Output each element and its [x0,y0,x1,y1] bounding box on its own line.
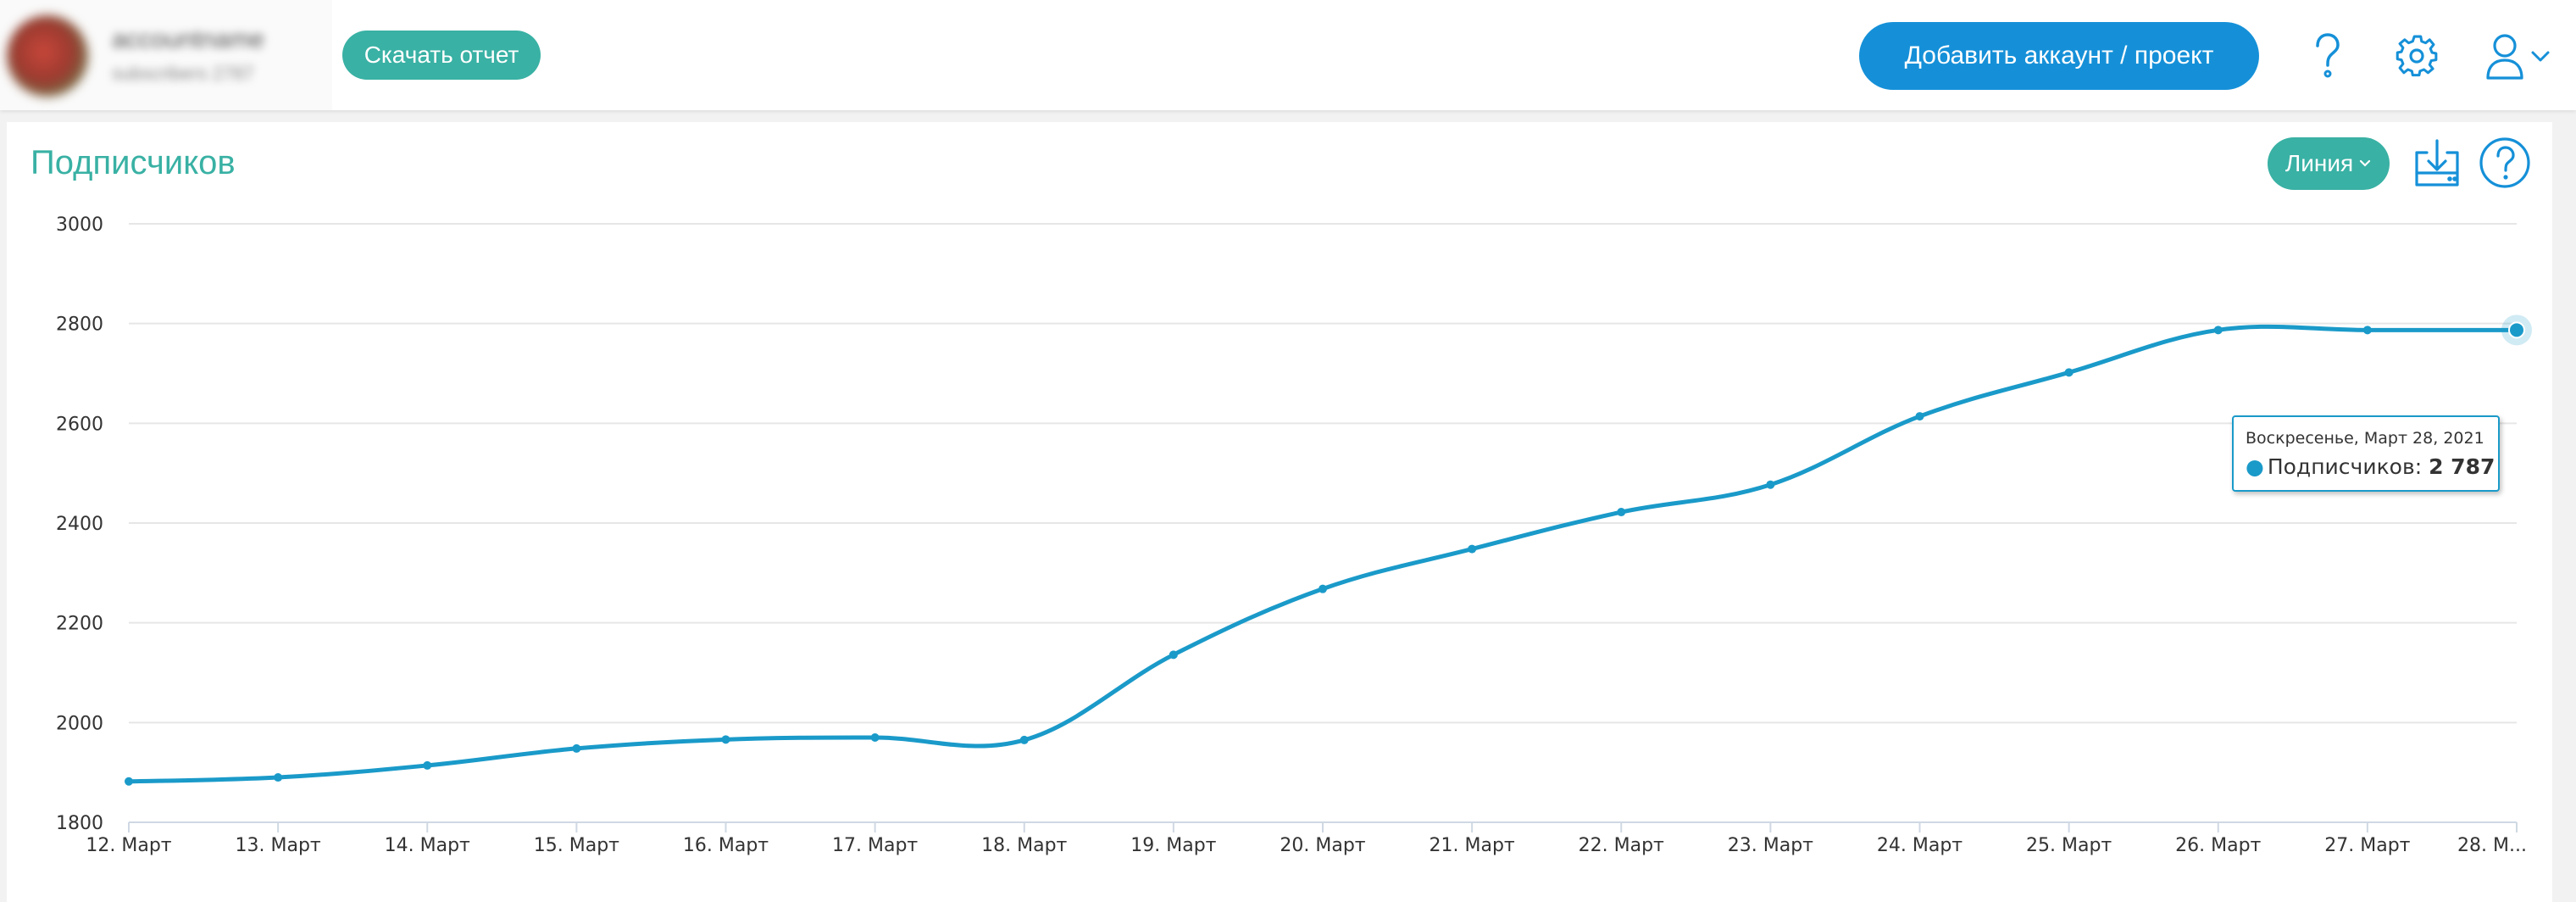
x-tick-label: 13. Март [236,835,321,856]
x-tick-label: 17. Март [832,835,918,856]
data-point[interactable] [2508,321,2525,339]
x-tick-label: 25. Март [2026,835,2112,856]
data-point[interactable] [2362,326,2372,335]
gear-icon[interactable] [2391,29,2442,83]
tooltip-date: Воскресенье, Март 28, 2021 [2246,429,2484,448]
x-tick-label: 24. Март [1877,835,1963,856]
user-icon[interactable] [2483,29,2529,83]
data-point[interactable] [274,773,283,782]
data-point[interactable] [1319,584,1327,593]
account-subtitle: subscribers 2787 [112,63,254,84]
x-tick-label: 26. Март [2175,835,2261,856]
x-tick-label: 23. Март [1728,835,1813,856]
data-point[interactable] [1468,544,1477,554]
top-bar: accountname subscribers 2787 Скачать отч… [0,0,2576,110]
data-point[interactable] [2064,368,2074,377]
download-report-button[interactable]: Скачать отчет [342,31,541,80]
card-title: Подписчиков [31,144,236,181]
x-tick-label: 20. Март [1280,835,1365,856]
x-tick-label: 27. Март [2324,835,2410,856]
account-switcher[interactable]: accountname subscribers 2787 [0,0,332,110]
y-tick-label: 1800 [56,813,103,834]
download-icon[interactable] [2410,136,2464,190]
data-point[interactable] [721,735,730,744]
y-tick-label: 2600 [56,414,103,435]
data-point[interactable] [1169,650,1178,660]
data-point[interactable] [870,732,880,742]
tooltip-value: 2 787 [2429,454,2496,479]
y-tick-label: 3000 [56,214,103,236]
chart-type-label: Линия [2285,150,2354,176]
x-tick-label: 22. Март [1579,835,1664,856]
data-point[interactable] [125,777,133,786]
subscribers-card: Подписчиков Линия 1800 2000 2200 2 [7,122,2552,902]
data-point[interactable] [1766,480,1775,489]
data-point[interactable] [1019,735,1029,744]
tooltip-row: ● Подписчиков: 2 787 [2246,454,2495,479]
x-tick-label: 12. Март [86,835,171,856]
account-name: accountname [112,25,265,53]
x-tick-label: 21. Март [1430,835,1515,856]
y-tick-label: 2400 [56,514,103,535]
x-tick-label: 15. Март [534,835,619,856]
chevron-down-icon[interactable] [2529,29,2554,83]
x-tick-label: 19. Март [1130,835,1216,856]
y-tick-label: 2200 [56,614,103,635]
x-tick-label: 14. Март [385,835,470,856]
data-point[interactable] [2213,326,2223,335]
data-point[interactable] [1617,508,1626,517]
data-point[interactable] [423,760,432,770]
x-tick-label: 16. Март [683,835,769,856]
y-tick-label: 2000 [56,713,103,734]
data-point[interactable] [1915,412,1924,421]
avatar[interactable] [7,15,88,97]
data-point[interactable] [572,743,581,753]
series-marker-icon: ● [2246,454,2264,479]
help-icon[interactable] [2301,29,2352,83]
x-tick-label: 28. М... [2457,835,2527,856]
tooltip-series-label: Подписчиков: [2267,454,2423,479]
chart-type-dropdown[interactable]: Линия [2268,137,2390,190]
subscribers-line-chart[interactable]: 1800 2000 2200 2400 2600 2800 3000 12. Март 13.… [7,122,2552,902]
chart-tooltip: Воскресенье, Март 28, 2021 ● Подписчиков:… [2232,415,2500,492]
y-tick-label: 2800 [56,315,103,336]
add-account-button[interactable]: Добавить аккаунт / проект [1859,22,2259,90]
circle-help-icon[interactable] [2478,136,2532,190]
x-tick-label: 18. Март [981,835,1067,856]
series-line [126,324,2519,784]
chevron-down-icon [2360,159,2371,167]
